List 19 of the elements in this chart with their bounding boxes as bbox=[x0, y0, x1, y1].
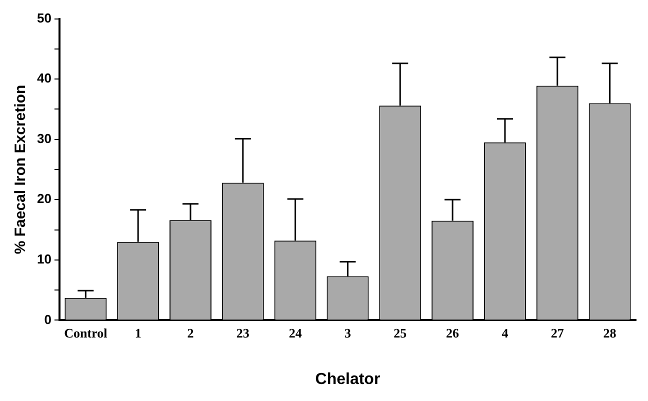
x-tick-label: 27 bbox=[550, 325, 564, 340]
x-tick-label: 26 bbox=[446, 325, 460, 340]
x-tick-label: 1 bbox=[134, 325, 142, 340]
x-tick-label: 4 bbox=[502, 325, 509, 340]
y-tick-label: 20 bbox=[36, 191, 52, 206]
x-tick-label: 3 bbox=[344, 325, 352, 340]
y-tick-label: 50 bbox=[36, 10, 52, 26]
x-tick-label: 24 bbox=[288, 325, 302, 340]
x-axis-title: Chelator bbox=[315, 370, 380, 388]
y-tick-label: 30 bbox=[36, 130, 52, 146]
x-tick-label: 23 bbox=[236, 325, 250, 340]
y-axis-title: % Faecal Iron Excretion bbox=[12, 84, 30, 254]
y-tick-label: 10 bbox=[36, 252, 52, 266]
y-tick-label: 40 bbox=[36, 70, 52, 86]
x-tick-label: 28 bbox=[603, 325, 617, 340]
x-tick-label: Control bbox=[64, 325, 108, 340]
x-tick-label: 2 bbox=[187, 325, 194, 340]
y-tick-label: 0 bbox=[44, 312, 52, 327]
x-tick-label: 25 bbox=[394, 325, 408, 340]
